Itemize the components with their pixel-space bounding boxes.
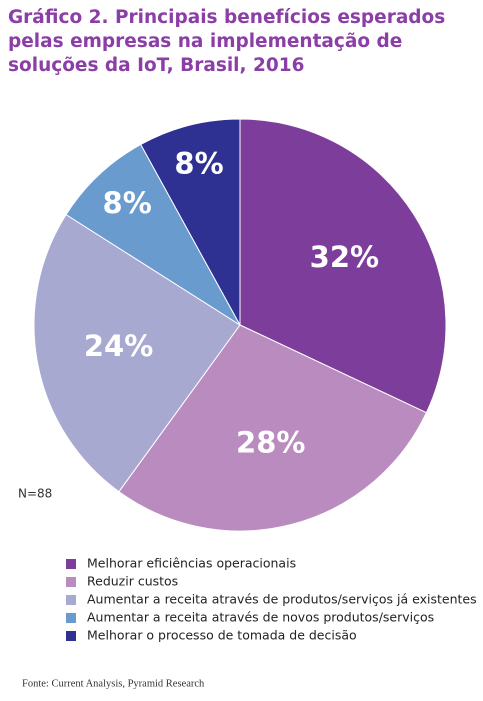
legend-swatch [66, 577, 76, 587]
slice-label: 28% [236, 426, 305, 460]
slice-label: 32% [310, 240, 379, 274]
chart-title: Gráfico 2. Principais benefícios esperad… [8, 7, 446, 76]
legend-label: Melhorar o processo de tomada de decisão [87, 628, 357, 643]
pie-slice [33, 213, 241, 493]
legend-swatch [66, 631, 76, 641]
legend-label: Melhorar eficiências operacionais [87, 556, 296, 571]
pie-slice [118, 324, 428, 532]
slice-label: 8% [174, 146, 223, 180]
legend-label: Aumentar a receita através de produtos/s… [87, 592, 477, 607]
slice-label: 8% [103, 186, 152, 220]
slice-label: 24% [84, 329, 153, 363]
legend-swatch [66, 595, 76, 605]
legend-label: Aumentar a receita através de novos prod… [87, 610, 434, 625]
pie-slice [239, 118, 447, 414]
legend-label: Reduzir custos [87, 574, 178, 589]
legend-swatch [66, 559, 76, 569]
note: N=88 [18, 487, 52, 501]
source: Fonte: Current Analysis, Pyramid Researc… [22, 678, 205, 689]
pie-slice [140, 118, 241, 326]
pie-slice [65, 143, 241, 326]
legend-swatch [66, 613, 76, 623]
